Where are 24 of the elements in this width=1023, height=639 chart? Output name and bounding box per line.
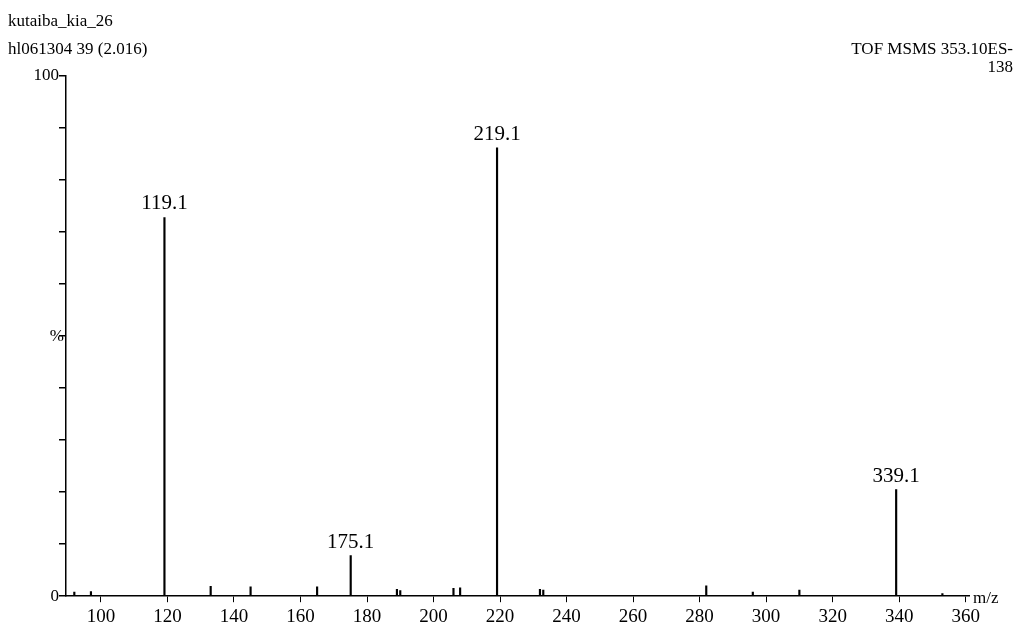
chart-title: kutaiba_kia_26	[8, 11, 113, 30]
chart-subtitle: hl061304 39 (2.016)	[8, 39, 148, 58]
text: TOF MSMS 353.10ES-	[851, 39, 1014, 58]
x-tick-label: 200	[419, 604, 448, 626]
x-tick-label: 160	[286, 604, 315, 626]
annotation: 175.1	[327, 528, 375, 553]
x-tick-label: 360	[951, 604, 980, 626]
x-tick-label: 320	[818, 604, 847, 626]
annotation: 339.1	[872, 462, 920, 487]
x-tick-label: 280	[685, 604, 714, 626]
annotation: 119.1	[141, 190, 188, 215]
x-axis-title: m/z	[973, 587, 999, 607]
x-tick-label: 340	[884, 604, 914, 626]
text: 138	[987, 57, 1013, 76]
x-tick-label: 100	[86, 604, 116, 626]
annotation: 219.1	[473, 120, 521, 145]
y-tick-label: 0	[50, 585, 59, 605]
x-tick-label: 180	[352, 604, 382, 626]
x-tick-label: 260	[618, 604, 648, 626]
x-tick-label: 140	[219, 604, 249, 626]
x-tick-label: 220	[485, 604, 515, 626]
x-tick-label: 120	[153, 604, 182, 626]
x-tick-label: 300	[751, 604, 781, 626]
x-tick-label: 240	[552, 604, 581, 626]
